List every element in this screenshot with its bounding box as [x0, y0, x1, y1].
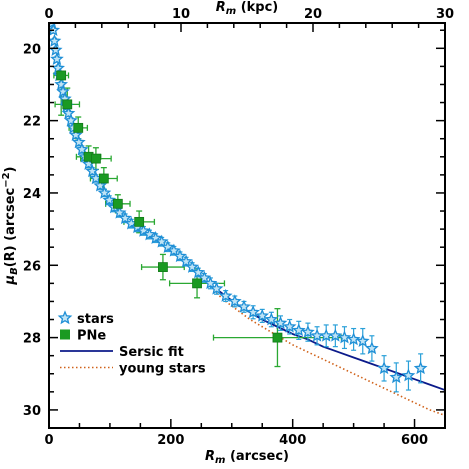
legend-label-pne: PNe: [77, 329, 106, 344]
star-point: [282, 319, 297, 333]
x-axis-title: Rm (arcsec): [205, 449, 289, 466]
pne-point: [134, 216, 145, 227]
star-point: [355, 334, 370, 348]
y-tick-label: 20: [23, 42, 41, 57]
x-axis-title-sub: m: [215, 455, 225, 466]
top-axis-title-sub: m: [226, 6, 236, 17]
y-tick-label: 30: [23, 404, 41, 419]
plot-area: [49, 23, 445, 417]
x-axis-title-unit: (arcsec): [225, 449, 289, 464]
pne-point: [56, 70, 67, 81]
y-axis-title-close: ): [3, 166, 18, 172]
x-tick-label: 600: [401, 433, 428, 448]
star-point: [310, 328, 324, 342]
star-point: [118, 211, 132, 225]
star-point: [54, 77, 69, 91]
pne-point: [73, 122, 84, 133]
legend-label-stars: stars: [77, 312, 114, 327]
top-tick-label: 10: [172, 7, 190, 22]
star-point: [255, 308, 270, 322]
pne-point: [98, 173, 109, 184]
top-tick-label: 0: [44, 7, 53, 22]
y-axis-title-suffix: (R) (arcsec: [3, 188, 18, 268]
star-point: [319, 328, 334, 342]
top-tick-label: 30: [436, 7, 454, 22]
star-point: [154, 234, 169, 248]
star-point: [102, 192, 117, 207]
young-stars-curve: [212, 289, 445, 417]
star-point: [167, 243, 181, 257]
star-point: [337, 330, 352, 344]
star-point: [413, 361, 428, 375]
star-point: [264, 312, 279, 326]
star-point: [209, 281, 224, 295]
y-tick-label: 22: [23, 115, 41, 130]
star-point: [401, 368, 416, 382]
star-point: [203, 276, 218, 290]
star-point: [237, 299, 251, 313]
pne-point: [272, 332, 283, 343]
y-axis-title-sub: B: [9, 267, 20, 275]
star-point: [185, 259, 200, 273]
star-point: [246, 305, 260, 319]
star-point: [112, 205, 127, 219]
top-axis-title-unit: (kpc): [236, 0, 278, 15]
star-point: [85, 164, 100, 178]
y-tick-label: 24: [23, 187, 41, 202]
pne-point: [62, 99, 73, 110]
legend-label-young-stars: young stars: [119, 362, 206, 377]
star-point: [346, 332, 361, 346]
star-point: [173, 249, 187, 263]
top-axis-title-main: R: [216, 0, 226, 15]
star-point: [49, 42, 63, 56]
legend-label-sersic-fit: Sersic fit: [119, 345, 184, 360]
star-point: [273, 315, 288, 329]
y-axis-title-prefix: μ: [3, 275, 18, 286]
star-point: [301, 324, 315, 338]
top-axis-title: Rm (kpc): [216, 0, 279, 17]
star-point: [328, 328, 343, 342]
legend: stars PNe Sersic fit young stars: [57, 310, 206, 377]
legend-star-marker: [57, 310, 73, 325]
star-point: [218, 288, 233, 302]
axis-ticks: [48, 23, 446, 429]
x-tick-label: 0: [44, 433, 53, 448]
y-axis-title-sup: −2: [1, 172, 12, 187]
star-point: [291, 323, 306, 337]
star-point: [93, 178, 108, 192]
plot-frame: [48, 22, 446, 429]
y-axis-title: μB(R) (arcsec−2): [1, 166, 20, 285]
y-tick-label: 28: [23, 332, 41, 347]
x-tick-label: 200: [157, 433, 184, 448]
star-point: [49, 33, 62, 47]
pne-point: [112, 198, 123, 209]
star-point: [179, 254, 193, 268]
pne-point: [192, 278, 202, 289]
star-point: [191, 265, 206, 279]
y-tick-label: 26: [23, 259, 41, 274]
star-point: [227, 294, 242, 308]
star-point: [389, 370, 404, 384]
legend-square-marker: [60, 329, 70, 340]
pne-point: [158, 262, 168, 272]
x-axis-title-main: R: [205, 449, 215, 464]
top-tick-label: 20: [304, 7, 322, 22]
star-point: [97, 185, 112, 199]
x-tick-label: 400: [279, 433, 306, 448]
pne-point: [91, 153, 101, 164]
axis-tick-labels: 0 200 400 600 0 10 20 30 20 22 24 26 28 30: [23, 7, 454, 448]
star-point: [377, 361, 391, 375]
star-point: [50, 51, 64, 65]
star-point: [365, 341, 379, 355]
